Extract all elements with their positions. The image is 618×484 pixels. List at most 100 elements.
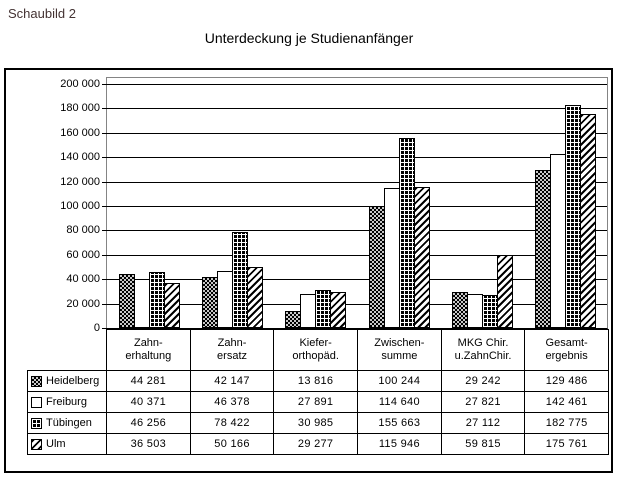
legend-series-label: Freiburg	[46, 395, 87, 408]
y-axis-tick	[102, 230, 107, 232]
category-cell: Zahn-ersatz	[189, 329, 275, 371]
y-axis-tick-label: 200 000	[60, 78, 100, 90]
y-axis-tick-label: 60 000	[66, 248, 100, 261]
grid-line	[107, 254, 607, 256]
grid-line	[107, 132, 607, 134]
category-cell-label: Gesamt-	[545, 337, 588, 349]
category-cell-label: ersatz	[217, 350, 248, 362]
value-cell: 42 147	[189, 370, 275, 392]
bar-tübingen-3	[315, 290, 332, 328]
bar-freiburg-2	[217, 271, 233, 328]
grid-line	[107, 181, 607, 183]
value-cell: 155 663	[357, 412, 442, 434]
grid-line	[107, 279, 607, 281]
y-axis-tick	[102, 157, 107, 159]
chart-frame: 0 20 000 40 000 60 000 80 000 100 000 120 000 1…	[4, 68, 613, 473]
y-axis-tick-label: 180 000	[60, 102, 100, 115]
value-cell: 114 640	[357, 391, 442, 413]
chart-title: Unterdeckung je Studienanfänger	[204, 30, 414, 46]
y-axis-tick	[102, 303, 107, 305]
bar-ulm-3	[330, 292, 347, 328]
y-axis-tick	[102, 328, 107, 329]
legend-key-icon-ulm	[31, 438, 42, 450]
grid-line	[107, 303, 607, 305]
bar-ulm-2	[247, 267, 263, 328]
bar-freiburg-1	[133, 279, 150, 328]
legend-series-label: Heidelberg	[46, 374, 100, 387]
category-cell: Gesamt-ergebnis	[524, 329, 609, 371]
legend-key-icon-freiburg	[31, 396, 42, 408]
legend-cell: Freiburg	[27, 391, 107, 413]
category-cell-label: Zahn-	[133, 337, 163, 349]
value-cell: 36 503	[106, 433, 191, 455]
bar-tübingen-5	[482, 295, 498, 328]
bar-freiburg-5	[467, 294, 483, 328]
y-axis-tick	[102, 132, 107, 134]
legend-cell: Tübingen	[27, 412, 107, 434]
bar-heidelberg-6	[535, 170, 552, 328]
legend-series-label: Tübingen	[46, 416, 92, 429]
bar-heidelberg-1	[118, 274, 135, 328]
bar-heidelberg-3	[285, 311, 302, 328]
bar-freiburg-6	[550, 154, 567, 328]
y-axis-tick-label: 80 000	[66, 224, 100, 237]
value-cell: 27 821	[440, 391, 526, 413]
legend-key-icon-heidelberg	[31, 375, 42, 387]
bar-ulm-4	[413, 187, 430, 328]
plot-area	[106, 77, 608, 329]
value-cell: 46 256	[106, 412, 191, 434]
value-cell: 27 891	[273, 391, 358, 413]
value-cell: 129 486	[524, 370, 609, 392]
figure-label: Schaubild 2	[8, 6, 76, 21]
bar-heidelberg-4	[368, 206, 385, 328]
value-cell: 40 371	[106, 391, 191, 413]
category-cell-label: orthopäd.	[292, 350, 339, 362]
y-axis-tick	[102, 279, 107, 281]
y-axis-tick	[102, 254, 107, 256]
value-cell: 182 775	[524, 412, 609, 434]
bar-ulm-1	[163, 283, 180, 328]
legend-cell: Ulm	[27, 433, 107, 455]
category-cell-label: Zwischen-	[374, 337, 425, 349]
bar-tübingen-4	[398, 138, 415, 328]
bar-heidelberg-2	[202, 277, 218, 328]
grid-line	[107, 230, 607, 232]
value-cell: 30 985	[273, 412, 358, 434]
legend-series-label: Ulm	[46, 437, 66, 450]
value-cell: 142 461	[524, 391, 609, 413]
value-cell: 175 761	[524, 433, 609, 455]
bar-tübingen-1	[148, 272, 165, 328]
y-axis-tick-label: 40 000	[66, 273, 100, 286]
value-cell: 27 112	[440, 412, 526, 434]
y-axis-tick	[102, 206, 107, 207]
value-cell: 29 277	[273, 433, 358, 455]
value-cell: 115 946	[357, 433, 442, 455]
y-axis-tick-label: 100 000	[60, 200, 100, 212]
bar-ulm-5	[497, 255, 513, 328]
category-cell: Zahn-erhaltung	[106, 329, 191, 371]
y-axis-tick-label: 140 000	[60, 151, 100, 164]
category-cell-label: Zahn-	[217, 337, 247, 349]
legend-cell: Heidelberg	[27, 370, 107, 392]
category-cell-label: erhaltung	[125, 350, 172, 362]
category-cell-label: ergebnis	[545, 350, 588, 362]
y-axis-tick-label: 160 000	[60, 126, 100, 139]
value-cell: 29 242	[440, 370, 526, 392]
y-axis-tick-label: 120 000	[60, 175, 100, 188]
value-cell: 46 378	[189, 391, 275, 413]
category-cell-label: Kiefer-	[299, 337, 332, 349]
y-axis-tick-label: 20 000	[66, 297, 100, 310]
value-cell: 13 816	[273, 370, 358, 392]
category-cell: Zwischen-summe	[357, 329, 442, 371]
bar-ulm-6	[580, 114, 597, 328]
bar-freiburg-3	[300, 294, 317, 328]
grid-line	[107, 84, 607, 85]
legend-key-icon-tübingen	[31, 417, 42, 429]
y-axis-tick	[102, 181, 107, 183]
value-cell: 59 815	[440, 433, 526, 455]
category-cell: Kiefer-orthopäd.	[273, 329, 358, 371]
category-cell: MKG Chir. u.ZahnChir.	[440, 329, 526, 371]
category-cell-label: u.ZahnChir.	[454, 350, 512, 362]
bar-heidelberg-5	[452, 292, 468, 328]
